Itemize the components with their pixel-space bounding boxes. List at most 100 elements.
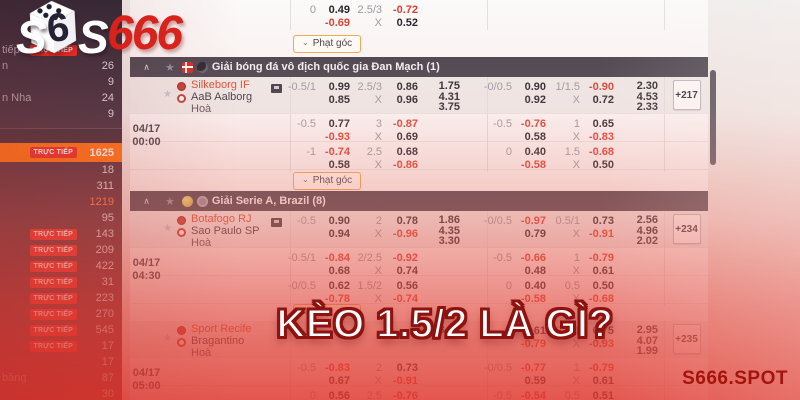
odds-cell-1x2[interactable] bbox=[424, 114, 466, 144]
odds-value[interactable]: 0.86 bbox=[396, 81, 418, 93]
odds-value[interactable]: 0.49 bbox=[328, 4, 350, 16]
more-bets-button[interactable]: +217 bbox=[672, 80, 701, 110]
sidebar-item[interactable]: n Nha 24 bbox=[0, 90, 122, 106]
odds-value[interactable]: 0.56 bbox=[328, 390, 350, 400]
odds-cell-ou[interactable]: -0.79 0.61 bbox=[586, 248, 620, 278]
odds-cell-ou[interactable]: 0.65 -0.83 bbox=[586, 114, 620, 144]
odds-cell-hdp[interactable]: 0.77 -0.93 bbox=[322, 114, 356, 144]
odds-value[interactable]: 3.75 bbox=[438, 101, 460, 113]
odds-cell-1x2[interactable] bbox=[424, 142, 466, 172]
odds-value[interactable]: 1.99 bbox=[636, 345, 658, 357]
odds-cell-ou[interactable]: -0.87 0.69 bbox=[388, 114, 424, 144]
odds-cell-hdp[interactable]: -0.66 0.48 bbox=[518, 248, 552, 278]
odds-value[interactable]: -0.83 bbox=[324, 362, 350, 374]
odds-value[interactable]: 0.52 bbox=[396, 17, 418, 29]
odds-value[interactable]: -0.66 bbox=[520, 252, 546, 264]
odds-cell-1x2[interactable]: 2.95 4.07 1.99 bbox=[620, 321, 664, 357]
sidebar-item[interactable]: 17 bbox=[0, 354, 122, 370]
odds-cell-hdp[interactable]: -0.54 bbox=[518, 386, 552, 400]
more-bets-button[interactable]: +234 bbox=[672, 214, 701, 244]
sidebar-item[interactable]: TRỰC TIẾP 209 bbox=[0, 242, 122, 258]
odds-cell-1x2[interactable] bbox=[620, 114, 664, 144]
odds-cell-1x2[interactable]: 1.86 4.35 3.30 bbox=[424, 211, 466, 247]
odds-value[interactable]: 0.90 bbox=[524, 81, 546, 93]
odds-value[interactable]: -0.97 bbox=[520, 215, 546, 227]
odds-value[interactable]: -0.76 bbox=[520, 118, 546, 130]
odds-value[interactable]: -0.76 bbox=[392, 390, 418, 400]
odds-cell-hdp[interactable]: 0.90 0.94 bbox=[322, 211, 356, 247]
star-icon[interactable]: ★ bbox=[163, 89, 172, 100]
odds-value[interactable]: 1.75 bbox=[438, 80, 460, 92]
odds-value[interactable]: 0.73 bbox=[592, 215, 614, 227]
odds-value[interactable]: 0.94 bbox=[328, 228, 350, 240]
odds-cell-ou[interactable]: 0.68 -0.86 bbox=[388, 142, 424, 172]
sidebar-item[interactable]: 18 bbox=[0, 162, 122, 178]
odds-value[interactable]: 0.50 bbox=[592, 280, 614, 292]
odds-value[interactable]: 2.02 bbox=[636, 235, 658, 247]
star-icon[interactable]: ★ bbox=[163, 333, 172, 344]
odds-value[interactable]: -0.96 bbox=[392, 228, 418, 240]
odds-value[interactable]: 2.33 bbox=[636, 101, 658, 113]
odds-cell-1x2[interactable] bbox=[620, 248, 664, 278]
odds-cell-hdp[interactable]: -0.76 0.58 bbox=[518, 114, 552, 144]
odds-cell-hdp[interactable]: 0.99 0.85 bbox=[322, 77, 356, 113]
odds-value[interactable]: 0.50 bbox=[592, 159, 614, 171]
odds-value[interactable]: 0.79 bbox=[524, 228, 546, 240]
odds-cell-ou[interactable]: -0.92 0.74 bbox=[388, 248, 424, 278]
odds-value[interactable]: -0.90 bbox=[588, 81, 614, 93]
sidebar-item[interactable]: TRỰC TIẾP 223 bbox=[0, 290, 122, 306]
sidebar-item[interactable]: TRỰC TIẾP 270 bbox=[0, 306, 122, 322]
odds-cell-ou[interactable]: -0.72 0.52 bbox=[388, 0, 424, 30]
odds-cell-hdp[interactable]: -0.97 0.79 bbox=[518, 211, 552, 247]
odds-value[interactable]: -0.79 bbox=[588, 362, 614, 374]
odds-value[interactable]: 2.30 bbox=[636, 80, 658, 92]
odds-cell-1x2[interactable]: 2.56 4.96 2.02 bbox=[620, 211, 664, 247]
odds-value[interactable]: -0.74 bbox=[324, 146, 350, 158]
odds-value[interactable]: 0.62 bbox=[328, 280, 350, 292]
corner-market-button[interactable]: ⌄ Phạt góc bbox=[293, 171, 362, 190]
odds-value[interactable]: 0.99 bbox=[328, 81, 350, 93]
odds-cell-hdp[interactable]: 0.56 bbox=[322, 386, 356, 400]
odds-value[interactable]: 0.96 bbox=[396, 94, 418, 106]
odds-cell-1x2[interactable] bbox=[620, 142, 664, 172]
odds-value[interactable]: -0.92 bbox=[392, 252, 418, 264]
league-header[interactable]: ∧ ★ Giải bóng đá vô địch quốc gia Đan Mạch… bbox=[130, 57, 708, 77]
sidebar-item[interactable]: 30 bbox=[0, 386, 122, 400]
odds-value[interactable]: 2.56 bbox=[636, 214, 658, 226]
star-icon[interactable]: ★ bbox=[163, 223, 172, 234]
odds-value[interactable]: -0.68 bbox=[588, 146, 614, 158]
odds-value[interactable]: -0.86 bbox=[392, 159, 418, 171]
odds-value[interactable]: 0.73 bbox=[396, 362, 418, 374]
sidebar-item[interactable]: TRỰC TIẾP 143 bbox=[0, 226, 122, 242]
odds-cell-hdp[interactable]: -0.77 0.59 bbox=[518, 358, 552, 388]
collapse-chevron-icon[interactable]: ∧ bbox=[143, 195, 150, 206]
odds-value[interactable]: 2.95 bbox=[636, 324, 658, 336]
odds-value[interactable]: -0.77 bbox=[520, 362, 546, 374]
odds-cell-hdp[interactable]: -0.83 0.67 bbox=[322, 358, 356, 388]
odds-value[interactable]: -0.79 bbox=[588, 252, 614, 264]
odds-value[interactable]: 0.78 bbox=[396, 215, 418, 227]
sidebar-item[interactable]: TRỰC TIẾP 422 bbox=[0, 258, 122, 274]
odds-value[interactable]: 1.86 bbox=[438, 214, 460, 226]
sidebar-item[interactable]: 311 bbox=[0, 178, 122, 194]
scrollbar-thumb[interactable] bbox=[710, 70, 716, 165]
odds-value[interactable]: 0.90 bbox=[328, 215, 350, 227]
sidebar-item[interactable]: TRỰC TIẾP 31 bbox=[0, 274, 122, 290]
star-icon[interactable]: ★ bbox=[165, 195, 175, 208]
odds-cell-ou[interactable]: -0.76 bbox=[388, 386, 424, 400]
odds-value[interactable]: -0.91 bbox=[588, 228, 614, 240]
odds-cell-ou[interactable]: -0.79 0.61 bbox=[586, 358, 620, 388]
sidebar-item[interactable]: 9 bbox=[0, 106, 122, 122]
more-bets-button[interactable]: +235 bbox=[672, 324, 701, 354]
sidebar-item[interactable]: 9 bbox=[0, 74, 122, 90]
odds-cell-1x2[interactable] bbox=[424, 358, 466, 388]
odds-value[interactable]: 0.68 bbox=[396, 146, 418, 158]
league-header[interactable]: ∧ ★ Giải Serie A, Brazil (8) bbox=[130, 191, 708, 211]
odds-cell-ou[interactable]: 0.86 0.96 bbox=[388, 77, 424, 113]
odds-cell-hdp[interactable]: -0.74 0.58 bbox=[322, 142, 356, 172]
odds-cell-1x2[interactable] bbox=[620, 358, 664, 388]
odds-cell-1x2[interactable] bbox=[424, 248, 466, 278]
odds-cell-ou[interactable]: -0.68 0.50 bbox=[586, 142, 620, 172]
odds-cell-ou[interactable]: 0.73 -0.91 bbox=[388, 358, 424, 388]
odds-value[interactable]: -0.72 bbox=[392, 4, 418, 16]
